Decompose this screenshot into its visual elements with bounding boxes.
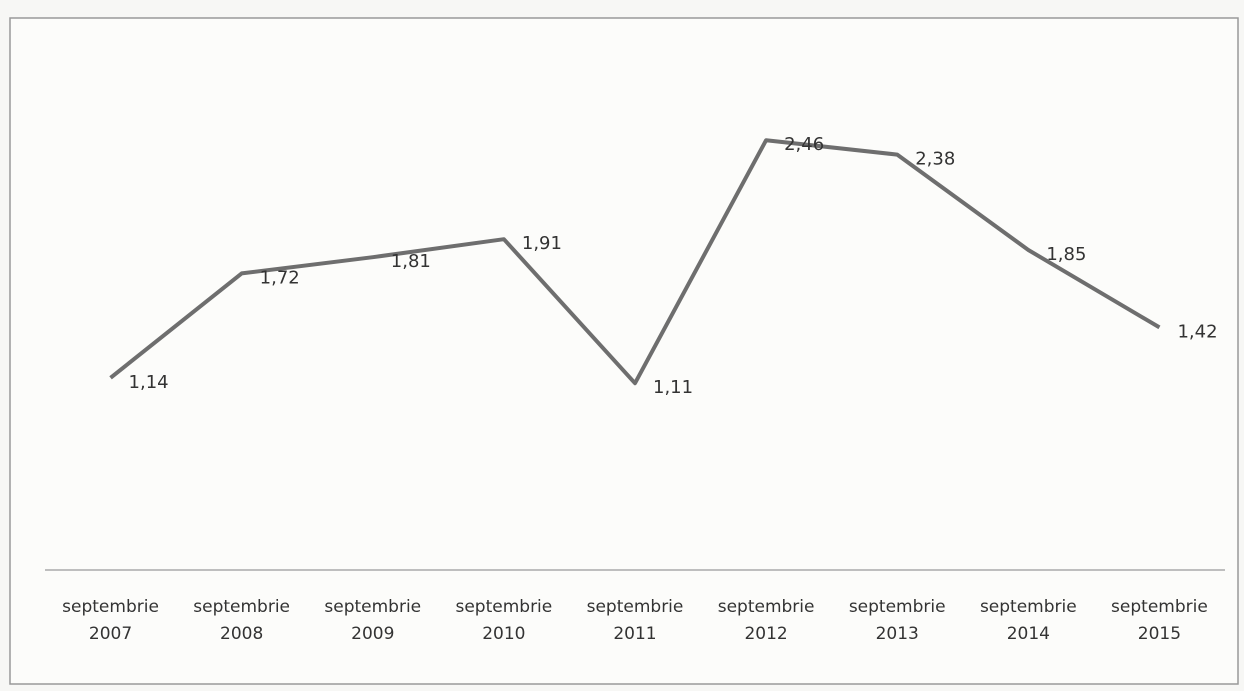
data-label: 2,38 [915,149,955,170]
data-label: 1,14 [129,372,169,393]
data-line [109,138,1161,386]
data-label: 1,11 [653,377,693,398]
data-label: 1,42 [1177,321,1217,342]
x-tick-label: septembrie 2011 [586,597,684,644]
x-tick-label: septembrie 2012 [717,597,815,644]
data-label: 1,72 [260,267,300,288]
chart-border [9,17,1239,685]
data-label: 1,91 [522,233,562,254]
x-tick-label: septembrie 2014 [979,597,1077,644]
data-label: 1,81 [391,251,431,272]
x-tick-label: septembrie 2015 [1111,597,1208,644]
x-tick-label: septembrie 2007 [62,597,159,644]
data-label: 2,46 [784,134,824,155]
x-tick-label: septembrie 2010 [455,597,553,644]
x-tick-label: septembrie 2008 [193,597,291,644]
x-tick-label: septembrie 2013 [848,597,946,644]
data-label: 1,85 [1046,244,1086,265]
x-tick-label: septembrie 2009 [324,597,422,644]
